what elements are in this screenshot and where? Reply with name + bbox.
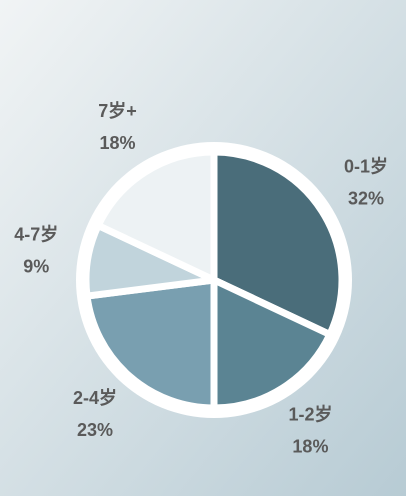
- value-label: 23%: [77, 420, 113, 440]
- value-label: 9%: [23, 257, 49, 277]
- pie-slice: [83, 276, 218, 412]
- value-label: 18%: [100, 133, 136, 153]
- value-label: 18%: [292, 437, 328, 457]
- slice-label: 1-2岁: [288, 404, 332, 425]
- slice-label: 2-4岁: [73, 387, 117, 408]
- pie-slice: [210, 274, 335, 412]
- pie-slice: [210, 148, 346, 340]
- value-label: 32%: [348, 188, 384, 208]
- slice-label: 7岁+: [98, 100, 137, 121]
- slice-label: 0-1岁: [344, 155, 388, 176]
- slice-label: 4-7岁: [14, 224, 58, 245]
- pie-slice: [93, 148, 218, 286]
